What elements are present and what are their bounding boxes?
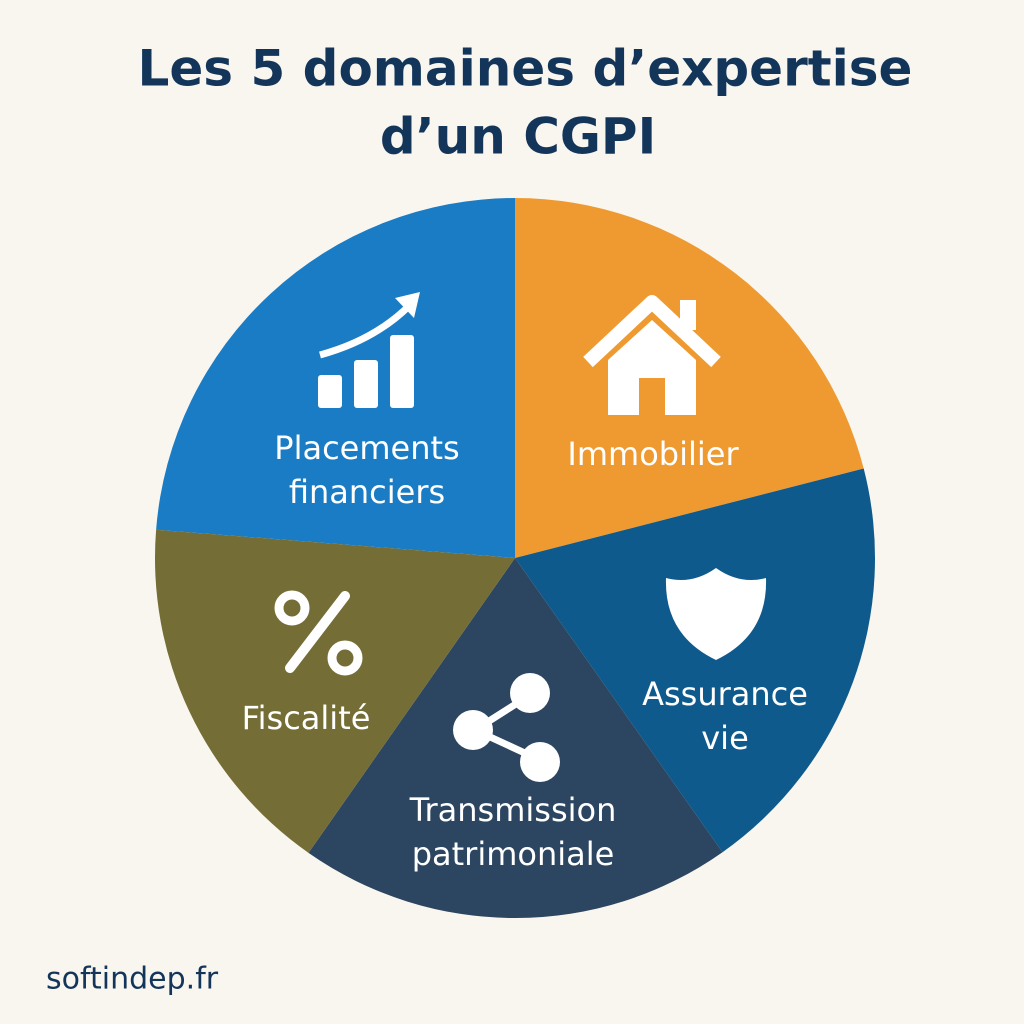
segment <box>308 558 723 919</box>
segment-label: Transmission <box>409 791 617 829</box>
segment-label: vie <box>701 719 749 757</box>
segment-label: Assurance <box>642 675 808 713</box>
percent-icon <box>274 590 363 676</box>
segment <box>154 529 516 853</box>
house-icon <box>583 295 721 415</box>
site-name: softindep.fr <box>46 962 219 997</box>
segment-label: Fiscalité <box>242 699 371 737</box>
segment-label: financiers <box>289 473 445 511</box>
segment-label: Immobilier <box>567 435 739 473</box>
title-line: d’un CGPI <box>380 108 656 166</box>
segment <box>515 468 876 853</box>
shield-icon <box>665 568 767 660</box>
segment-label: Placements <box>274 429 459 467</box>
chart-icon <box>318 292 420 408</box>
title-line: Les 5 domaines d’expertise <box>138 40 913 98</box>
segment-label: patrimoniale <box>412 835 615 873</box>
share-icon <box>453 673 560 782</box>
